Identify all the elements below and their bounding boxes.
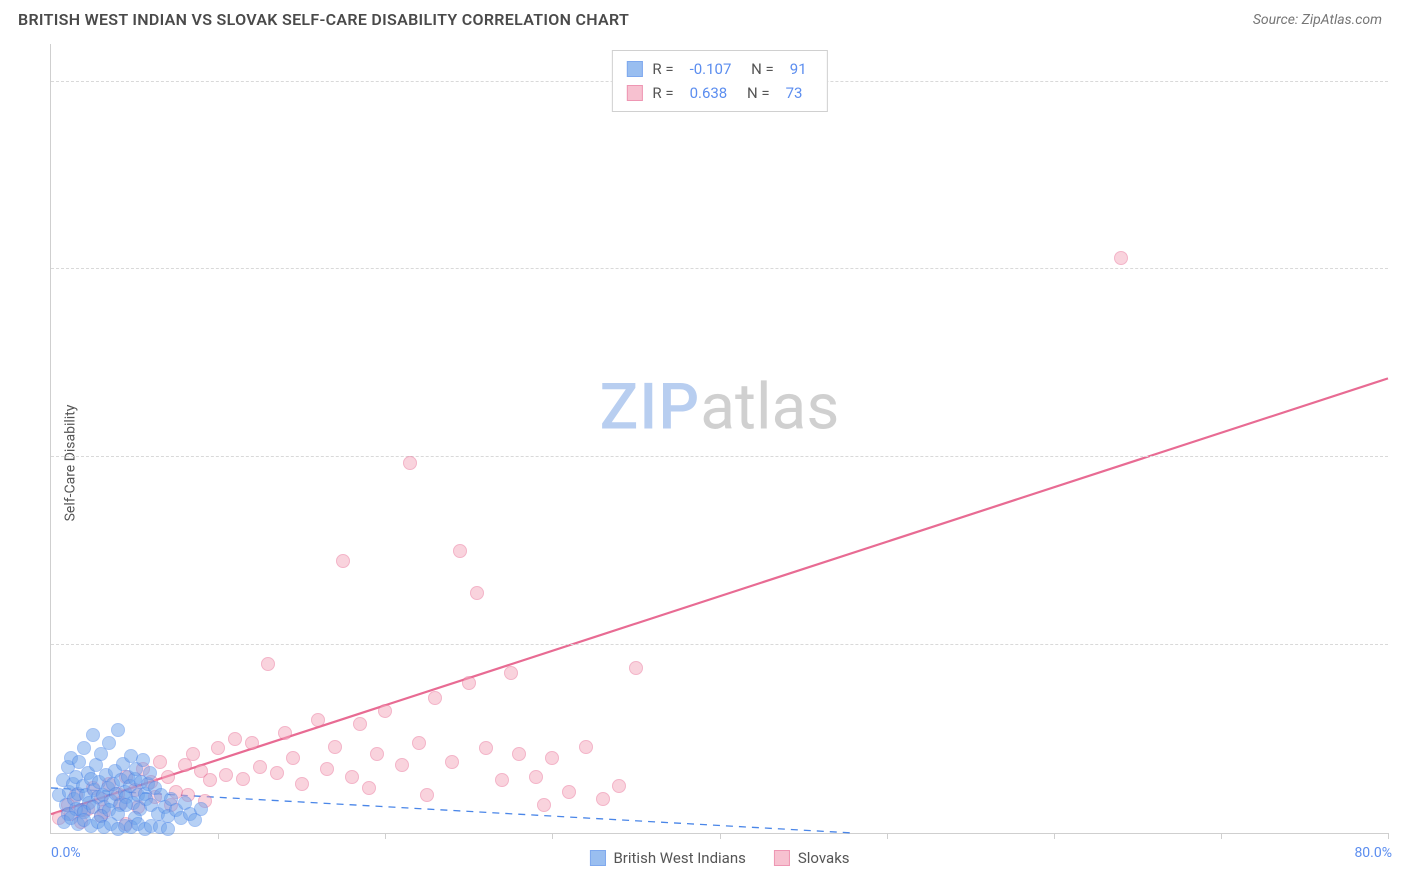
data-point bbox=[395, 758, 409, 772]
x-min-label: 0.0% bbox=[51, 845, 81, 861]
data-point bbox=[295, 777, 309, 791]
data-point bbox=[228, 732, 242, 746]
data-point bbox=[153, 755, 167, 769]
r-value-blue: -0.107 bbox=[690, 57, 732, 81]
data-point bbox=[462, 676, 476, 690]
data-point bbox=[253, 760, 267, 774]
data-point bbox=[278, 726, 292, 740]
x-tick bbox=[1388, 833, 1389, 839]
gridline bbox=[51, 644, 1388, 645]
x-tick bbox=[1221, 833, 1222, 839]
chart-container: Self-Care Disability ZIPatlas R = -0.107… bbox=[18, 44, 1388, 882]
data-point bbox=[495, 773, 509, 787]
x-tick bbox=[218, 833, 219, 839]
data-point bbox=[311, 713, 325, 727]
data-point bbox=[102, 736, 116, 750]
data-point bbox=[529, 770, 543, 784]
data-point bbox=[420, 788, 434, 802]
data-point bbox=[143, 766, 157, 780]
series-legend: British West Indians Slovaks bbox=[589, 849, 849, 867]
data-point bbox=[378, 704, 392, 718]
data-point bbox=[545, 751, 559, 765]
data-point bbox=[270, 766, 284, 780]
data-point bbox=[579, 740, 593, 754]
x-tick bbox=[552, 833, 553, 839]
data-point bbox=[562, 785, 576, 799]
data-point bbox=[261, 657, 275, 671]
swatch-pink bbox=[626, 85, 642, 101]
n-value-blue: 91 bbox=[790, 57, 807, 81]
data-point bbox=[445, 755, 459, 769]
data-point bbox=[320, 762, 334, 776]
x-tick bbox=[385, 833, 386, 839]
swatch-blue bbox=[589, 850, 605, 866]
data-point bbox=[412, 736, 426, 750]
data-point bbox=[1114, 251, 1128, 265]
data-point bbox=[345, 770, 359, 784]
x-max-label: 80.0% bbox=[1354, 845, 1392, 861]
data-point bbox=[119, 798, 133, 812]
chart-title: BRITISH WEST INDIAN VS SLOVAK SELF-CARE … bbox=[18, 10, 629, 29]
data-point bbox=[512, 747, 526, 761]
data-point bbox=[219, 768, 233, 782]
trend-lines bbox=[51, 44, 1388, 833]
data-point bbox=[111, 723, 125, 737]
data-point bbox=[77, 741, 91, 755]
data-point bbox=[428, 691, 442, 705]
data-point bbox=[186, 747, 200, 761]
data-point bbox=[537, 798, 551, 812]
data-point bbox=[194, 802, 208, 816]
swatch-blue bbox=[626, 61, 642, 77]
x-tick bbox=[887, 833, 888, 839]
legend-item-blue: British West Indians bbox=[589, 849, 745, 867]
watermark: ZIPatlas bbox=[600, 369, 840, 444]
data-point bbox=[362, 781, 376, 795]
data-point bbox=[161, 770, 175, 784]
stats-row-blue: R = -0.107 N = 91 bbox=[626, 57, 812, 81]
gridline bbox=[51, 268, 1388, 269]
data-point bbox=[86, 728, 100, 742]
data-point bbox=[612, 779, 626, 793]
r-value-pink: 0.638 bbox=[690, 81, 728, 105]
plot-area: ZIPatlas R = -0.107 N = 91 R = 0.638 N =… bbox=[50, 44, 1388, 834]
n-label: N = bbox=[747, 57, 773, 81]
legend-label-pink: Slovaks bbox=[798, 849, 850, 867]
data-point bbox=[245, 736, 259, 750]
x-tick bbox=[1054, 833, 1055, 839]
r-label: R = bbox=[652, 57, 673, 81]
gridline bbox=[51, 456, 1388, 457]
stats-row-pink: R = 0.638 N = 73 bbox=[626, 81, 812, 105]
watermark-atlas: atlas bbox=[700, 369, 839, 444]
watermark-zip: ZIP bbox=[600, 369, 701, 444]
swatch-pink bbox=[774, 850, 790, 866]
r-label: R = bbox=[652, 81, 673, 105]
n-label: N = bbox=[743, 81, 769, 105]
source-label: Source: ZipAtlas.com bbox=[1253, 12, 1382, 28]
stats-legend: R = -0.107 N = 91 R = 0.638 N = 73 bbox=[611, 50, 827, 112]
data-point bbox=[403, 456, 417, 470]
data-point bbox=[328, 740, 342, 754]
data-point bbox=[504, 666, 518, 680]
legend-item-pink: Slovaks bbox=[774, 849, 850, 867]
data-point bbox=[629, 661, 643, 675]
legend-label-blue: British West Indians bbox=[613, 849, 745, 867]
data-point bbox=[136, 753, 150, 767]
n-value-pink: 73 bbox=[786, 81, 803, 105]
data-point bbox=[286, 751, 300, 765]
data-point bbox=[203, 773, 217, 787]
data-point bbox=[470, 586, 484, 600]
data-point bbox=[479, 741, 493, 755]
data-point bbox=[236, 772, 250, 786]
data-point bbox=[336, 554, 350, 568]
data-point bbox=[161, 822, 175, 836]
x-tick bbox=[720, 833, 721, 839]
data-point bbox=[453, 544, 467, 558]
data-point bbox=[211, 741, 225, 755]
data-point bbox=[370, 747, 384, 761]
data-point bbox=[596, 792, 610, 806]
data-point bbox=[353, 717, 367, 731]
